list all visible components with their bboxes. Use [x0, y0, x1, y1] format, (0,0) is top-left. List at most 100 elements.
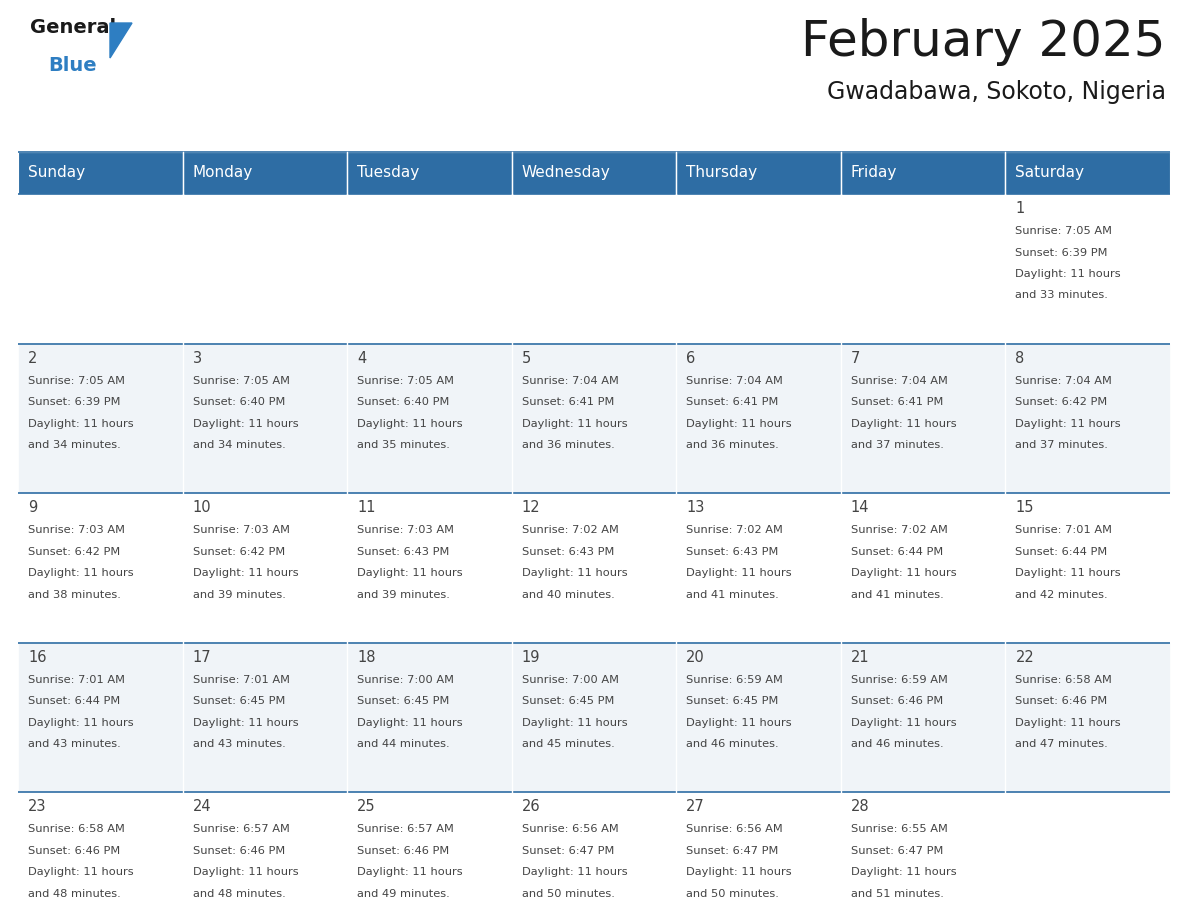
Text: Sunset: 6:40 PM: Sunset: 6:40 PM: [358, 397, 449, 407]
Text: Daylight: 11 hours: Daylight: 11 hours: [29, 419, 133, 429]
Bar: [1005, 792, 1170, 918]
Text: 11: 11: [358, 500, 375, 515]
Text: 25: 25: [358, 800, 375, 814]
Text: Sunrise: 7:02 AM: Sunrise: 7:02 AM: [851, 525, 948, 535]
Text: 14: 14: [851, 500, 870, 515]
Text: and 40 minutes.: and 40 minutes.: [522, 589, 614, 599]
Bar: [676, 152, 841, 194]
Text: 6: 6: [687, 351, 695, 365]
Bar: [1005, 343, 1170, 493]
Text: and 50 minutes.: and 50 minutes.: [522, 889, 614, 899]
Text: Sunset: 6:41 PM: Sunset: 6:41 PM: [522, 397, 614, 407]
Bar: [676, 643, 841, 792]
Text: and 34 minutes.: and 34 minutes.: [29, 440, 121, 450]
Bar: [676, 493, 841, 643]
Bar: [1005, 152, 1170, 194]
Bar: [1005, 643, 1170, 792]
Text: 2: 2: [29, 351, 37, 365]
Text: Wednesday: Wednesday: [522, 165, 611, 181]
Text: Sunset: 6:41 PM: Sunset: 6:41 PM: [687, 397, 778, 407]
Text: Sunrise: 7:01 AM: Sunrise: 7:01 AM: [29, 675, 125, 685]
Text: 1: 1: [1016, 201, 1025, 216]
Text: Daylight: 11 hours: Daylight: 11 hours: [1016, 718, 1121, 728]
Text: Sunset: 6:45 PM: Sunset: 6:45 PM: [687, 696, 778, 706]
Text: Daylight: 11 hours: Daylight: 11 hours: [687, 419, 792, 429]
Text: and 36 minutes.: and 36 minutes.: [522, 440, 614, 450]
Bar: [841, 343, 1005, 493]
Text: 8: 8: [1016, 351, 1025, 365]
Text: Daylight: 11 hours: Daylight: 11 hours: [358, 718, 463, 728]
Text: 19: 19: [522, 650, 541, 665]
Text: Sunrise: 7:01 AM: Sunrise: 7:01 AM: [1016, 525, 1112, 535]
Text: Daylight: 11 hours: Daylight: 11 hours: [522, 419, 627, 429]
Bar: [1005, 493, 1170, 643]
Text: and 46 minutes.: and 46 minutes.: [851, 739, 943, 749]
Bar: [841, 493, 1005, 643]
Text: and 37 minutes.: and 37 minutes.: [851, 440, 943, 450]
Text: and 45 minutes.: and 45 minutes.: [522, 739, 614, 749]
Text: Sunrise: 7:03 AM: Sunrise: 7:03 AM: [358, 525, 454, 535]
Text: Daylight: 11 hours: Daylight: 11 hours: [29, 568, 133, 578]
Text: Sunrise: 6:56 AM: Sunrise: 6:56 AM: [687, 824, 783, 834]
Text: Sunrise: 7:05 AM: Sunrise: 7:05 AM: [358, 375, 454, 386]
Text: Thursday: Thursday: [687, 165, 758, 181]
Text: Sunset: 6:44 PM: Sunset: 6:44 PM: [851, 547, 943, 556]
Bar: [512, 792, 676, 918]
Text: Tuesday: Tuesday: [358, 165, 419, 181]
Text: Sunrise: 7:05 AM: Sunrise: 7:05 AM: [192, 375, 290, 386]
Text: 10: 10: [192, 500, 211, 515]
Bar: [841, 643, 1005, 792]
Text: Sunset: 6:42 PM: Sunset: 6:42 PM: [29, 547, 120, 556]
Text: 12: 12: [522, 500, 541, 515]
Text: Sunset: 6:43 PM: Sunset: 6:43 PM: [522, 547, 614, 556]
Text: Sunset: 6:46 PM: Sunset: 6:46 PM: [29, 845, 120, 856]
Bar: [841, 152, 1005, 194]
Text: 9: 9: [29, 500, 37, 515]
Text: Sunrise: 6:59 AM: Sunrise: 6:59 AM: [687, 675, 783, 685]
Text: and 50 minutes.: and 50 minutes.: [687, 889, 779, 899]
Text: 15: 15: [1016, 500, 1034, 515]
Bar: [347, 152, 512, 194]
Text: Sunrise: 7:04 AM: Sunrise: 7:04 AM: [851, 375, 948, 386]
Text: Sunrise: 6:56 AM: Sunrise: 6:56 AM: [522, 824, 619, 834]
Text: Monday: Monday: [192, 165, 253, 181]
Text: Sunrise: 7:04 AM: Sunrise: 7:04 AM: [1016, 375, 1112, 386]
Text: Sunset: 6:42 PM: Sunset: 6:42 PM: [192, 547, 285, 556]
Text: and 47 minutes.: and 47 minutes.: [1016, 739, 1108, 749]
Text: and 43 minutes.: and 43 minutes.: [29, 739, 121, 749]
Text: Sunrise: 6:58 AM: Sunrise: 6:58 AM: [1016, 675, 1112, 685]
Text: 7: 7: [851, 351, 860, 365]
Bar: [1005, 194, 1170, 343]
Text: Sunset: 6:39 PM: Sunset: 6:39 PM: [29, 397, 120, 407]
Bar: [183, 643, 347, 792]
Bar: [512, 493, 676, 643]
Text: Sunset: 6:44 PM: Sunset: 6:44 PM: [1016, 547, 1107, 556]
Text: Sunset: 6:47 PM: Sunset: 6:47 PM: [522, 845, 614, 856]
Text: Sunrise: 7:02 AM: Sunrise: 7:02 AM: [522, 525, 619, 535]
Text: Daylight: 11 hours: Daylight: 11 hours: [687, 718, 792, 728]
Bar: [18, 152, 183, 194]
Bar: [676, 194, 841, 343]
Text: Daylight: 11 hours: Daylight: 11 hours: [687, 568, 792, 578]
Polygon shape: [110, 23, 132, 58]
Text: and 37 minutes.: and 37 minutes.: [1016, 440, 1108, 450]
Text: and 51 minutes.: and 51 minutes.: [851, 889, 943, 899]
Bar: [183, 493, 347, 643]
Text: Sunset: 6:41 PM: Sunset: 6:41 PM: [851, 397, 943, 407]
Text: and 43 minutes.: and 43 minutes.: [192, 739, 285, 749]
Text: Sunset: 6:43 PM: Sunset: 6:43 PM: [358, 547, 449, 556]
Text: Sunset: 6:47 PM: Sunset: 6:47 PM: [851, 845, 943, 856]
Text: Daylight: 11 hours: Daylight: 11 hours: [358, 868, 463, 878]
Text: Sunset: 6:40 PM: Sunset: 6:40 PM: [192, 397, 285, 407]
Text: Sunrise: 6:59 AM: Sunrise: 6:59 AM: [851, 675, 948, 685]
Text: Sunrise: 7:00 AM: Sunrise: 7:00 AM: [358, 675, 454, 685]
Bar: [347, 643, 512, 792]
Bar: [841, 792, 1005, 918]
Text: Daylight: 11 hours: Daylight: 11 hours: [851, 419, 956, 429]
Text: Daylight: 11 hours: Daylight: 11 hours: [192, 568, 298, 578]
Text: Sunrise: 7:04 AM: Sunrise: 7:04 AM: [522, 375, 619, 386]
Text: and 42 minutes.: and 42 minutes.: [1016, 589, 1108, 599]
Text: Sunset: 6:46 PM: Sunset: 6:46 PM: [1016, 696, 1107, 706]
Text: Sunset: 6:46 PM: Sunset: 6:46 PM: [851, 696, 943, 706]
Text: and 49 minutes.: and 49 minutes.: [358, 889, 450, 899]
